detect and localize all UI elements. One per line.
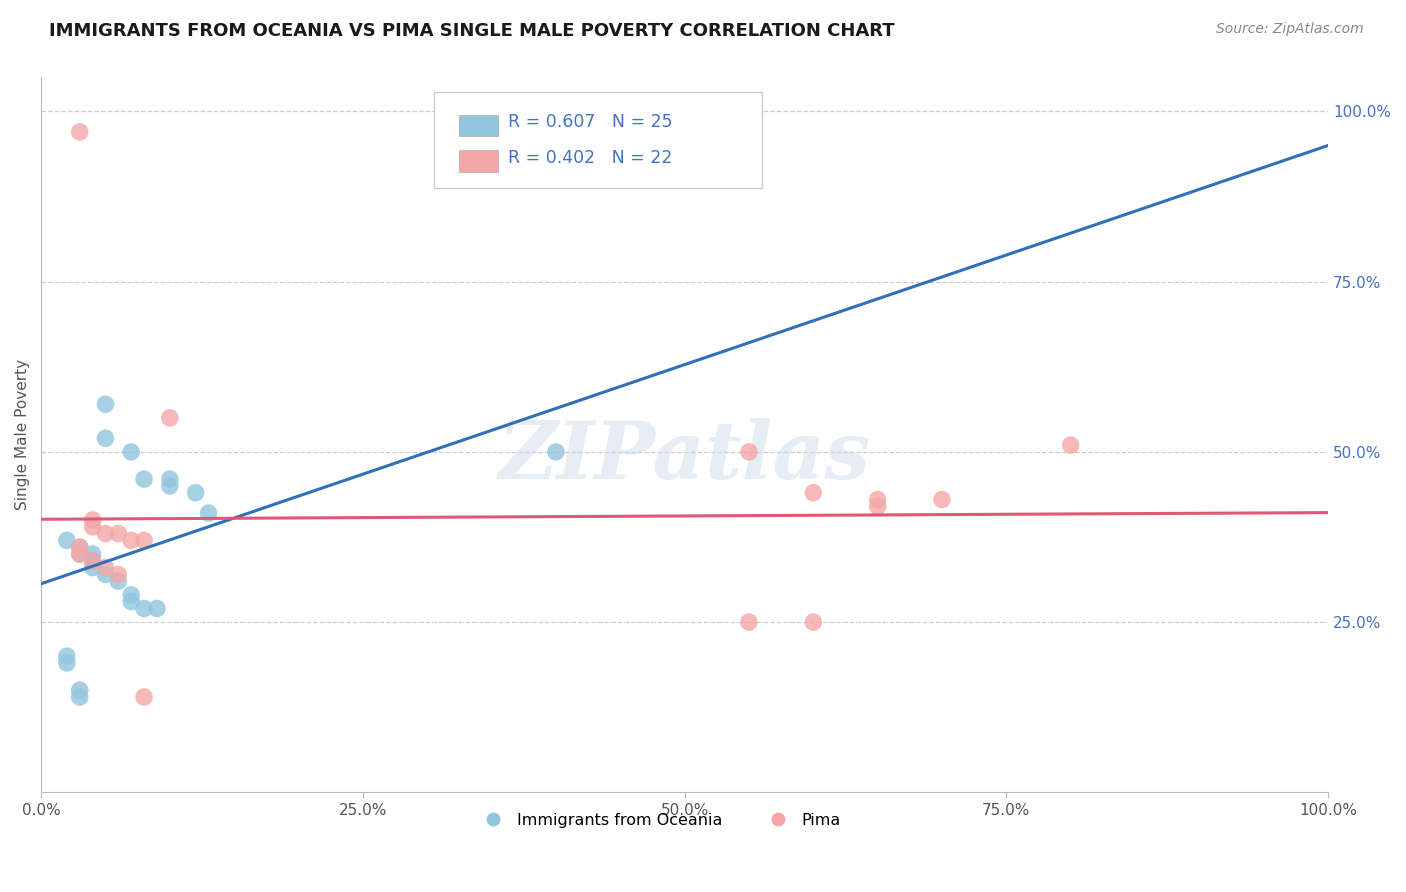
Point bbox=[94, 560, 117, 574]
Point bbox=[120, 533, 142, 548]
Point bbox=[94, 397, 117, 411]
Point bbox=[120, 588, 142, 602]
Point bbox=[69, 683, 91, 698]
Point bbox=[82, 554, 104, 568]
Point bbox=[146, 601, 169, 615]
Y-axis label: Single Male Poverty: Single Male Poverty bbox=[15, 359, 30, 510]
Point bbox=[69, 690, 91, 704]
Point bbox=[159, 410, 181, 425]
Point bbox=[1060, 438, 1083, 452]
Point bbox=[82, 560, 104, 574]
FancyBboxPatch shape bbox=[433, 92, 762, 188]
Point bbox=[82, 554, 104, 568]
Point bbox=[931, 492, 953, 507]
Point bbox=[94, 431, 117, 445]
Point bbox=[120, 595, 142, 609]
Point bbox=[82, 520, 104, 534]
FancyBboxPatch shape bbox=[460, 151, 498, 172]
Point bbox=[82, 547, 104, 561]
Text: R = 0.607   N = 25: R = 0.607 N = 25 bbox=[509, 113, 673, 131]
Point bbox=[107, 567, 129, 582]
FancyBboxPatch shape bbox=[460, 114, 498, 136]
Point bbox=[82, 513, 104, 527]
Point bbox=[159, 472, 181, 486]
Point bbox=[132, 690, 155, 704]
Point bbox=[69, 547, 91, 561]
Point bbox=[69, 540, 91, 554]
Point bbox=[120, 445, 142, 459]
Point bbox=[197, 506, 219, 520]
Point bbox=[132, 601, 155, 615]
Point bbox=[107, 526, 129, 541]
Legend: Immigrants from Oceania, Pima: Immigrants from Oceania, Pima bbox=[470, 806, 848, 834]
Point bbox=[69, 540, 91, 554]
Point bbox=[132, 472, 155, 486]
Point bbox=[801, 485, 824, 500]
Text: R = 0.402   N = 22: R = 0.402 N = 22 bbox=[509, 149, 672, 167]
Point bbox=[159, 479, 181, 493]
Text: IMMIGRANTS FROM OCEANIA VS PIMA SINGLE MALE POVERTY CORRELATION CHART: IMMIGRANTS FROM OCEANIA VS PIMA SINGLE M… bbox=[49, 22, 894, 40]
Point bbox=[132, 533, 155, 548]
Point bbox=[107, 574, 129, 589]
Point bbox=[56, 649, 79, 664]
Text: ZIPatlas: ZIPatlas bbox=[499, 417, 870, 495]
Point bbox=[738, 615, 761, 629]
Point bbox=[866, 492, 889, 507]
Point bbox=[56, 533, 79, 548]
Point bbox=[69, 125, 91, 139]
Point bbox=[866, 500, 889, 514]
Point bbox=[94, 526, 117, 541]
Point bbox=[738, 445, 761, 459]
Text: Source: ZipAtlas.com: Source: ZipAtlas.com bbox=[1216, 22, 1364, 37]
Point bbox=[801, 615, 824, 629]
Point bbox=[69, 547, 91, 561]
Point bbox=[94, 567, 117, 582]
Point bbox=[184, 485, 207, 500]
Point bbox=[56, 656, 79, 670]
Point bbox=[544, 445, 567, 459]
